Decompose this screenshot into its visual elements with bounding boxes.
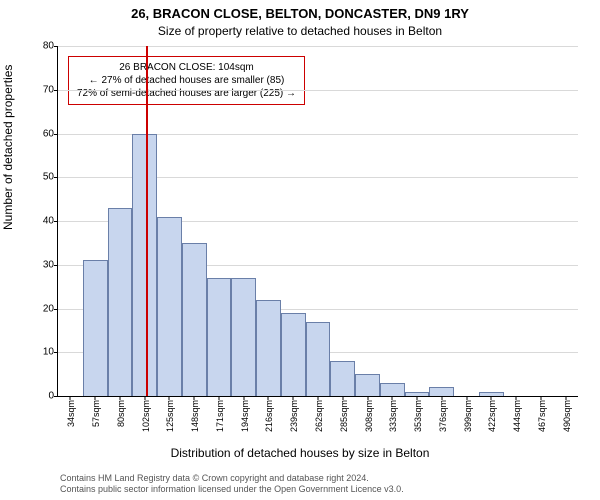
histogram-chart: 26, BRACON CLOSE, BELTON, DONCASTER, DN9…	[0, 0, 600, 500]
annotation-line1: 26 BRACON CLOSE: 104sqm	[77, 61, 296, 74]
x-tick-label: 399sqm	[463, 400, 473, 432]
histogram-bar	[231, 278, 256, 396]
x-tick-label: 34sqm	[66, 400, 76, 427]
y-tick	[54, 309, 58, 310]
x-tick-label: 444sqm	[512, 400, 522, 432]
y-tick	[54, 177, 58, 178]
chart-title: 26, BRACON CLOSE, BELTON, DONCASTER, DN9…	[0, 6, 600, 21]
x-tick-label: 353sqm	[413, 400, 423, 432]
gridline	[58, 46, 578, 47]
y-tick-label: 20	[43, 303, 54, 314]
x-tick-label: 102sqm	[141, 400, 151, 432]
attribution-line1: Contains HM Land Registry data © Crown c…	[60, 473, 404, 485]
x-tick-label: 285sqm	[339, 400, 349, 432]
y-tick-label: 40	[43, 216, 54, 227]
attribution-line2: Contains public sector information licen…	[60, 484, 404, 496]
x-axis-label: Distribution of detached houses by size …	[0, 446, 600, 460]
x-tick-label: 125sqm	[165, 400, 175, 432]
histogram-bar	[83, 260, 108, 396]
y-axis-label: Number of detached properties	[1, 65, 15, 230]
histogram-bar	[157, 217, 182, 396]
y-tick	[54, 90, 58, 91]
histogram-bar	[281, 313, 306, 396]
x-tick-label: 490sqm	[562, 400, 572, 432]
plot-area: 26 BRACON CLOSE: 104sqm ← 27% of detache…	[57, 46, 578, 397]
x-tick-label: 216sqm	[264, 400, 274, 432]
annotation-box: 26 BRACON CLOSE: 104sqm ← 27% of detache…	[68, 56, 305, 105]
x-tick-label: 262sqm	[314, 400, 324, 432]
y-tick-label: 70	[43, 84, 54, 95]
histogram-bar	[380, 383, 405, 396]
y-tick-label: 0	[48, 391, 54, 402]
chart-subtitle: Size of property relative to detached ho…	[0, 24, 600, 38]
x-tick-label: 422sqm	[487, 400, 497, 432]
gridline	[58, 90, 578, 91]
histogram-bar	[256, 300, 281, 396]
y-tick-label: 30	[43, 259, 54, 270]
histogram-bar	[207, 278, 232, 396]
y-tick-label: 10	[43, 347, 54, 358]
x-tick-label: 194sqm	[240, 400, 250, 432]
x-tick-label: 148sqm	[190, 400, 200, 432]
y-tick	[54, 352, 58, 353]
marker-line	[146, 46, 148, 396]
y-tick	[54, 46, 58, 47]
attribution: Contains HM Land Registry data © Crown c…	[60, 473, 404, 496]
x-tick-label: 239sqm	[289, 400, 299, 432]
x-tick-label: 467sqm	[537, 400, 547, 432]
y-tick	[54, 221, 58, 222]
histogram-bar	[429, 387, 454, 396]
x-tick-label: 171sqm	[215, 400, 225, 432]
y-tick	[54, 396, 58, 397]
y-tick	[54, 265, 58, 266]
x-tick-label: 308sqm	[364, 400, 374, 432]
histogram-bar	[132, 134, 157, 397]
annotation-line2: ← 27% of detached houses are smaller (85…	[77, 74, 296, 87]
y-tick-label: 80	[43, 41, 54, 52]
histogram-bar	[330, 361, 355, 396]
x-tick-label: 57sqm	[91, 400, 101, 427]
y-tick	[54, 134, 58, 135]
x-tick-label: 376sqm	[438, 400, 448, 432]
histogram-bar	[182, 243, 207, 396]
histogram-bar	[355, 374, 380, 396]
y-tick-label: 60	[43, 128, 54, 139]
histogram-bar	[108, 208, 133, 396]
x-tick-label: 80sqm	[116, 400, 126, 427]
histogram-bar	[306, 322, 331, 396]
y-tick-label: 50	[43, 172, 54, 183]
x-tick-label: 333sqm	[388, 400, 398, 432]
